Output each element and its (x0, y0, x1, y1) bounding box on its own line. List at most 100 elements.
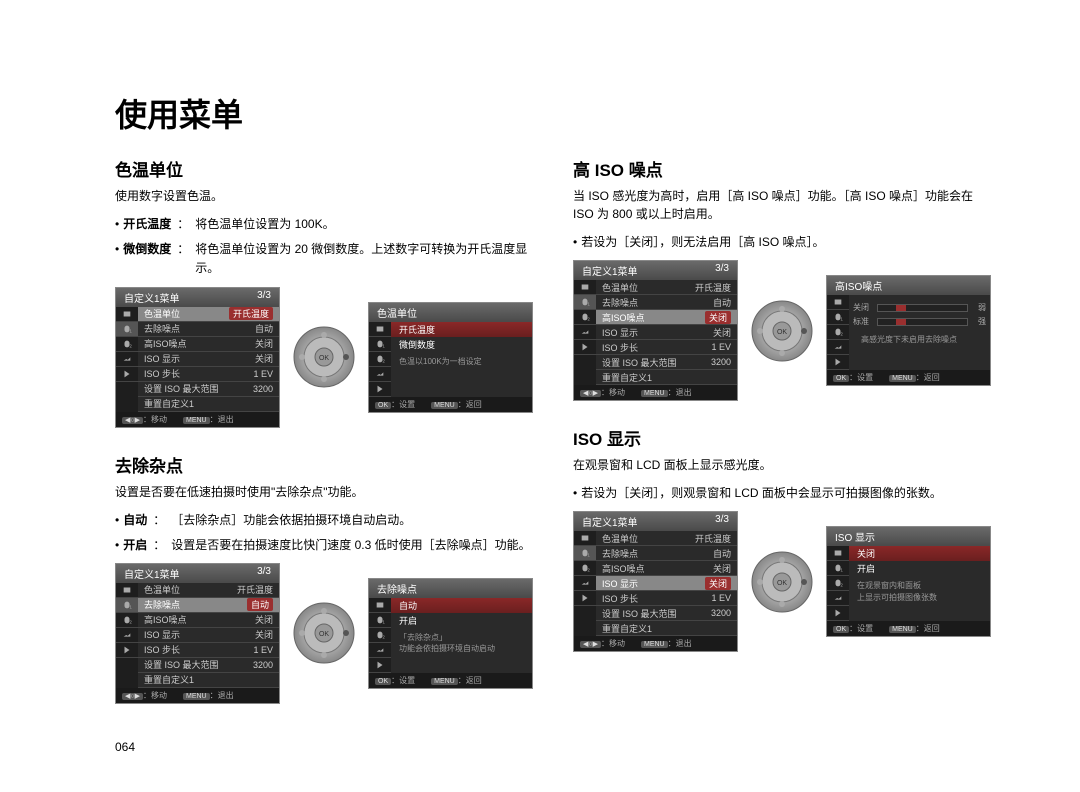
tab-icon[interactable]: 1 (827, 310, 849, 325)
tab-icon[interactable]: 1 (369, 337, 391, 352)
tab-icon[interactable] (116, 643, 138, 658)
menu-btn[interactable]: MENU (889, 375, 916, 382)
menu-btn[interactable]: MENU (889, 626, 916, 633)
tab-icon[interactable]: 2 (827, 576, 849, 591)
nav-btn[interactable]: ◀○▶ (580, 390, 601, 397)
tab-icon[interactable] (369, 643, 391, 658)
menu-row[interactable]: 色温单位开氏温度 (138, 307, 279, 322)
nav-btn[interactable]: ◀○▶ (122, 693, 143, 700)
nav-btn[interactable]: ◀○▶ (580, 641, 601, 648)
option-item[interactable]: 开启 (391, 613, 532, 628)
menu-btn[interactable]: MENU (641, 390, 668, 397)
ok-btn[interactable]: OK (833, 375, 849, 382)
ok-btn[interactable]: OK (833, 626, 849, 633)
intro-text: 当 ISO 感光度为高时，启用［高 ISO 噪点］功能。［高 ISO 噪点］功能… (573, 187, 991, 223)
tab-icon[interactable] (827, 606, 849, 621)
tab-icon[interactable] (574, 531, 596, 546)
tab-icon[interactable]: 1 (827, 561, 849, 576)
menu-btn[interactable]: MENU (183, 693, 210, 700)
tab-icon[interactable] (574, 325, 596, 340)
option-item[interactable]: 微倒数度 (391, 337, 532, 352)
menu-row[interactable]: 去除噪点自动 (138, 598, 279, 613)
tab-icon[interactable] (574, 280, 596, 295)
nav-btn[interactable]: ◀○▶ (122, 417, 143, 424)
tab-icon[interactable]: 1 (369, 613, 391, 628)
option-item[interactable]: 关闭 (849, 546, 990, 561)
svg-text:1: 1 (588, 302, 591, 307)
menu-row[interactable]: 重置自定义1 (596, 621, 737, 636)
tab-icon[interactable]: 2 (116, 337, 138, 352)
definition-auto: • 自动 ： ［去除杂点］功能会依据拍摄环境自动启动。 (115, 511, 533, 530)
menu-row[interactable]: 色温单位开氏温度 (138, 583, 279, 598)
menu-btn[interactable]: MENU (431, 678, 458, 685)
tab-icon[interactable] (574, 340, 596, 355)
tab-icon[interactable] (369, 367, 391, 382)
menu-row[interactable]: ISO 显示关闭 (138, 352, 279, 367)
tab-icon[interactable] (116, 583, 138, 598)
tab-icon[interactable] (827, 591, 849, 606)
menu-btn[interactable]: MENU (641, 641, 668, 648)
menu-row[interactable]: ISO 步长1 EV (596, 591, 737, 606)
tab-icon[interactable] (574, 591, 596, 606)
menu-btn[interactable]: MENU (183, 417, 210, 424)
menu-row[interactable]: 色温单位开氏温度 (596, 531, 737, 546)
tab-icon[interactable] (116, 352, 138, 367)
menu-row[interactable]: 设置 ISO 最大范围3200 (138, 382, 279, 397)
tab-icon[interactable]: 2 (574, 310, 596, 325)
tab-icon[interactable] (574, 576, 596, 591)
tab-icon[interactable]: 2 (827, 325, 849, 340)
tab-icon[interactable] (369, 382, 391, 397)
slider-row[interactable]: 标准强 (853, 316, 986, 327)
option-item[interactable]: 开启 (849, 561, 990, 576)
menu-row[interactable]: 设置 ISO 最大范围3200 (138, 658, 279, 673)
menu-row[interactable]: 去除噪点自动 (138, 322, 279, 337)
tab-icon[interactable] (827, 546, 849, 561)
tab-icon[interactable] (827, 340, 849, 355)
menu-btn[interactable]: MENU (431, 402, 458, 409)
slider-row[interactable]: 关闭弱 (853, 302, 986, 313)
tab-icon[interactable] (116, 367, 138, 382)
tab-icon[interactable] (369, 598, 391, 613)
menu-row[interactable]: 高ISO噪点关闭 (138, 337, 279, 352)
menu-row[interactable]: ISO 步长1 EV (138, 367, 279, 382)
tab-icon[interactable] (116, 628, 138, 643)
menu-row[interactable]: 高ISO噪点关闭 (596, 561, 737, 576)
tab-icon[interactable] (369, 658, 391, 673)
svg-text:2: 2 (383, 358, 386, 363)
tab-icon[interactable]: 2 (369, 352, 391, 367)
tab-icon[interactable]: 1 (116, 598, 138, 613)
tab-icon[interactable] (827, 355, 849, 370)
option-item[interactable]: 自动 (391, 598, 532, 613)
section-iso-display: ISO 显示 在观景窗和 LCD 面板上显示感光度。 • 若设为［关闭］，则观景… (573, 425, 991, 652)
tab-icon[interactable]: 2 (574, 561, 596, 576)
tab-icon[interactable]: 2 (116, 613, 138, 628)
ok-btn[interactable]: OK (375, 402, 391, 409)
menu-row[interactable]: 色温单位开氏温度 (596, 280, 737, 295)
tab-icon[interactable] (827, 295, 849, 310)
tab-icon[interactable]: 1 (116, 322, 138, 337)
tab-icon[interactable] (369, 322, 391, 337)
menu-row[interactable]: ISO 显示关闭 (596, 576, 737, 591)
svg-text:2: 2 (130, 619, 133, 624)
tab-icon[interactable]: 1 (574, 295, 596, 310)
menu-row[interactable]: 设置 ISO 最大范围3200 (596, 355, 737, 370)
menu-row[interactable]: 去除噪点自动 (596, 295, 737, 310)
menu-row[interactable]: 去除噪点自动 (596, 546, 737, 561)
tab-icon[interactable] (116, 307, 138, 322)
tab-icon[interactable]: 2 (369, 628, 391, 643)
menu-row[interactable]: ISO 显示关闭 (596, 325, 737, 340)
menu-row[interactable]: 设置 ISO 最大范围3200 (596, 606, 737, 621)
svg-text:OK: OK (777, 580, 787, 587)
tab-icon[interactable]: 1 (574, 546, 596, 561)
menu-row[interactable]: ISO 步长1 EV (138, 643, 279, 658)
menu-row[interactable]: 高ISO噪点关闭 (138, 613, 279, 628)
menu-row[interactable]: ISO 步长1 EV (596, 340, 737, 355)
menu-row[interactable]: 高ISO噪点关闭 (596, 310, 737, 325)
svg-text:1: 1 (588, 553, 591, 558)
menu-row[interactable]: 重置自定义1 (596, 370, 737, 385)
menu-row[interactable]: 重置自定义1 (138, 397, 279, 412)
ok-btn[interactable]: OK (375, 678, 391, 685)
option-item[interactable]: 开氏温度 (391, 322, 532, 337)
menu-row[interactable]: 重置自定义1 (138, 673, 279, 688)
menu-row[interactable]: ISO 显示关闭 (138, 628, 279, 643)
